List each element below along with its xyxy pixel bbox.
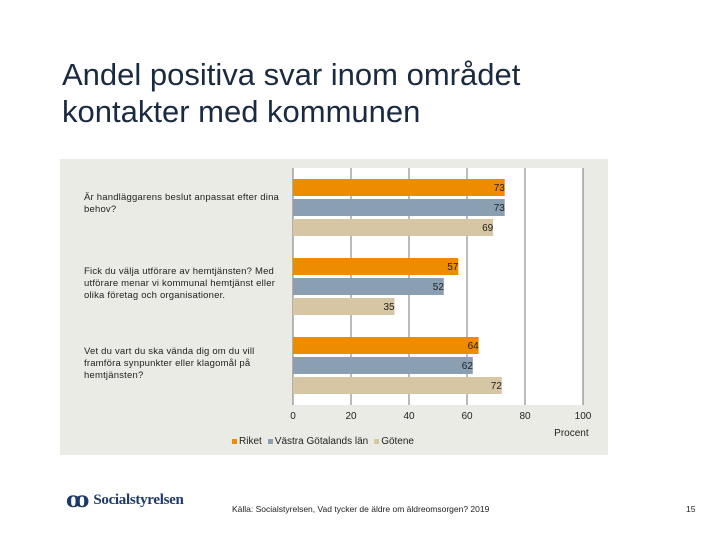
bar bbox=[293, 278, 444, 295]
bar bbox=[293, 337, 479, 354]
legend-item-vastra-gotaland: Västra Götalands län bbox=[267, 436, 369, 447]
bar bbox=[293, 377, 502, 394]
data-label: 72 bbox=[491, 381, 503, 392]
legend-item-riket: Riket bbox=[232, 436, 262, 447]
legend-label-gotene: Götene bbox=[381, 436, 414, 447]
page-title: Andel positiva svar inom området kontakt… bbox=[62, 56, 662, 130]
bar bbox=[293, 258, 459, 275]
title-line-1: Andel positiva svar inom området bbox=[62, 57, 521, 92]
x-tick-label: 40 bbox=[403, 411, 415, 422]
bar bbox=[293, 298, 395, 315]
x-tick-label: 0 bbox=[290, 411, 296, 422]
x-axis-title: Procent bbox=[554, 428, 589, 439]
legend-label-vastra-gotaland: Västra Götalands län bbox=[274, 436, 369, 447]
data-label: 62 bbox=[462, 361, 474, 372]
chart-legend: Riket Västra Götalands län Götene bbox=[232, 436, 414, 447]
legend-label-riket: Riket bbox=[239, 436, 262, 447]
category-label-3: Vet du vart du ska vända dig om du vill … bbox=[84, 346, 255, 381]
page-number: 15 bbox=[686, 504, 696, 514]
category-label-2: Fick du välja utförare av hemtjänsten? M… bbox=[84, 266, 276, 301]
data-label: 73 bbox=[494, 203, 506, 214]
bar bbox=[293, 357, 473, 374]
data-label: 64 bbox=[468, 341, 480, 352]
legend-swatch-gotene bbox=[374, 439, 380, 444]
data-label: 52 bbox=[433, 282, 445, 293]
socialstyrelsen-logo: ꝏ Socialstyrelsen bbox=[66, 487, 184, 513]
bar bbox=[293, 179, 505, 196]
logo-mark-icon: ꝏ bbox=[66, 487, 90, 513]
legend-item-gotene: Götene bbox=[374, 436, 414, 447]
title-line-2: kontakter med kommunen bbox=[62, 94, 421, 129]
source-note: Källa: Socialstyrelsen, Vad tycker de äl… bbox=[232, 504, 490, 514]
data-label: 69 bbox=[482, 223, 494, 234]
category-label-1: Är handläggarens beslut anpassat efter d… bbox=[84, 192, 280, 215]
logo-text: Socialstyrelsen bbox=[93, 491, 184, 508]
bar bbox=[293, 199, 505, 216]
legend-swatch-riket bbox=[232, 439, 237, 444]
bar bbox=[293, 219, 494, 236]
legend-swatch-vastra-gotaland bbox=[267, 439, 273, 444]
x-tick-label: 100 bbox=[575, 411, 592, 422]
data-label: 73 bbox=[494, 183, 506, 194]
x-tick-label: 80 bbox=[519, 411, 531, 422]
data-label: 35 bbox=[384, 302, 396, 313]
x-tick-label: 60 bbox=[461, 411, 473, 422]
x-tick-label: 20 bbox=[345, 411, 357, 422]
data-label: 57 bbox=[447, 262, 459, 273]
